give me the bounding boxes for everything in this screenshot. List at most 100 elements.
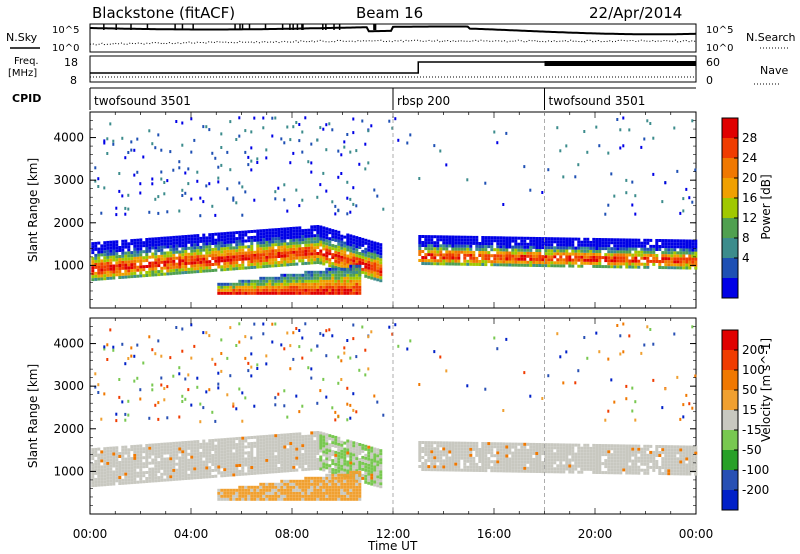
velocity-cell [280,454,284,458]
power-cell [349,249,353,253]
power-cell [265,276,269,280]
velocity-cell [541,449,545,453]
power-cell [118,246,122,249]
velocity-cell [154,476,158,480]
velocity-cell [280,491,284,495]
power-cell [451,241,455,245]
velocity-cell [130,463,134,467]
power-cell [229,246,233,250]
velocity-cell [232,473,236,477]
power-cell [94,166,97,170]
power-cell [130,257,134,261]
velocity-cell [250,457,254,460]
velocity-cell [289,460,293,463]
power-cell [202,245,206,249]
power-cell [124,275,128,279]
power-cell [169,242,173,246]
power-cell [124,269,128,273]
power-cell [121,194,124,198]
power-cell [298,139,301,143]
power-cell [475,262,479,266]
power-cell [277,240,281,243]
velocity-cell [106,461,110,465]
power-cell [343,270,347,274]
power-cell [241,248,245,252]
velocity-cell [565,452,569,456]
velocity-cell [364,459,368,463]
velocity-cell [196,455,200,459]
power-cell [226,264,230,268]
velocity-cell [442,441,446,445]
power-cell [472,238,476,242]
velocity-cell [520,457,524,461]
velocity-cell [343,346,346,350]
power-cell [295,273,299,277]
power-cell [274,264,278,268]
power-cell [373,256,377,260]
power-cell [376,257,380,261]
power-cell [145,265,149,268]
velocity-cell [445,456,449,460]
velocity-cell [376,475,380,479]
velocity-cell [241,454,245,458]
velocity-cell [430,447,434,451]
power-cell [112,267,116,271]
power-cell [250,282,254,286]
velocity-cell [292,435,296,439]
power-cell [490,254,494,258]
velocity-cell [307,494,311,498]
velocity-cell [286,436,290,440]
power-cell [322,276,326,280]
velocity-cell [91,469,95,473]
velocity-cell [502,451,506,455]
power-cell [376,269,380,273]
power-cell [556,249,560,253]
velocity-cell [196,449,200,453]
velocity-cell [337,473,341,477]
power-cell [307,255,311,259]
velocity-cell [139,468,143,472]
power-cell [328,267,332,271]
velocity-cell [439,459,443,463]
power-cell [640,253,644,257]
velocity-cell [217,447,221,451]
velocity-cell [478,460,482,463]
velocity-cell [121,454,125,458]
velocity-cell [235,458,239,462]
power-cell [259,279,263,283]
power-cell [244,233,248,237]
velocity-cell [289,454,293,457]
velocity-cell [508,457,512,461]
power-cell [685,260,689,264]
power-cell [349,240,353,244]
velocity-cell [121,400,124,404]
velocity-cell [328,488,332,492]
velocity-cell [112,461,116,465]
power-cell [376,275,380,279]
power-cell [628,259,632,263]
power-cell [283,230,287,234]
power-cell [322,256,326,260]
velocity-cell [310,485,314,489]
velocity-cell [352,456,356,460]
velocity-cell [115,458,119,462]
power-cell [637,259,641,263]
power-cell [268,261,272,265]
power-cell [628,250,632,254]
velocity-cell [259,485,263,489]
power-cell [259,291,263,295]
power-cell [337,233,341,237]
velocity-cell [556,464,560,468]
power-cell [499,251,503,255]
velocity-cell [547,455,551,459]
power-cell [481,254,485,257]
power-cell [628,128,631,132]
power-cell [505,239,509,243]
velocity-cell [556,470,560,474]
power-cell [226,243,230,247]
power-cell [274,288,278,292]
power-cell [589,258,593,262]
velocity-cell [106,467,110,471]
velocity-cell [202,460,206,464]
